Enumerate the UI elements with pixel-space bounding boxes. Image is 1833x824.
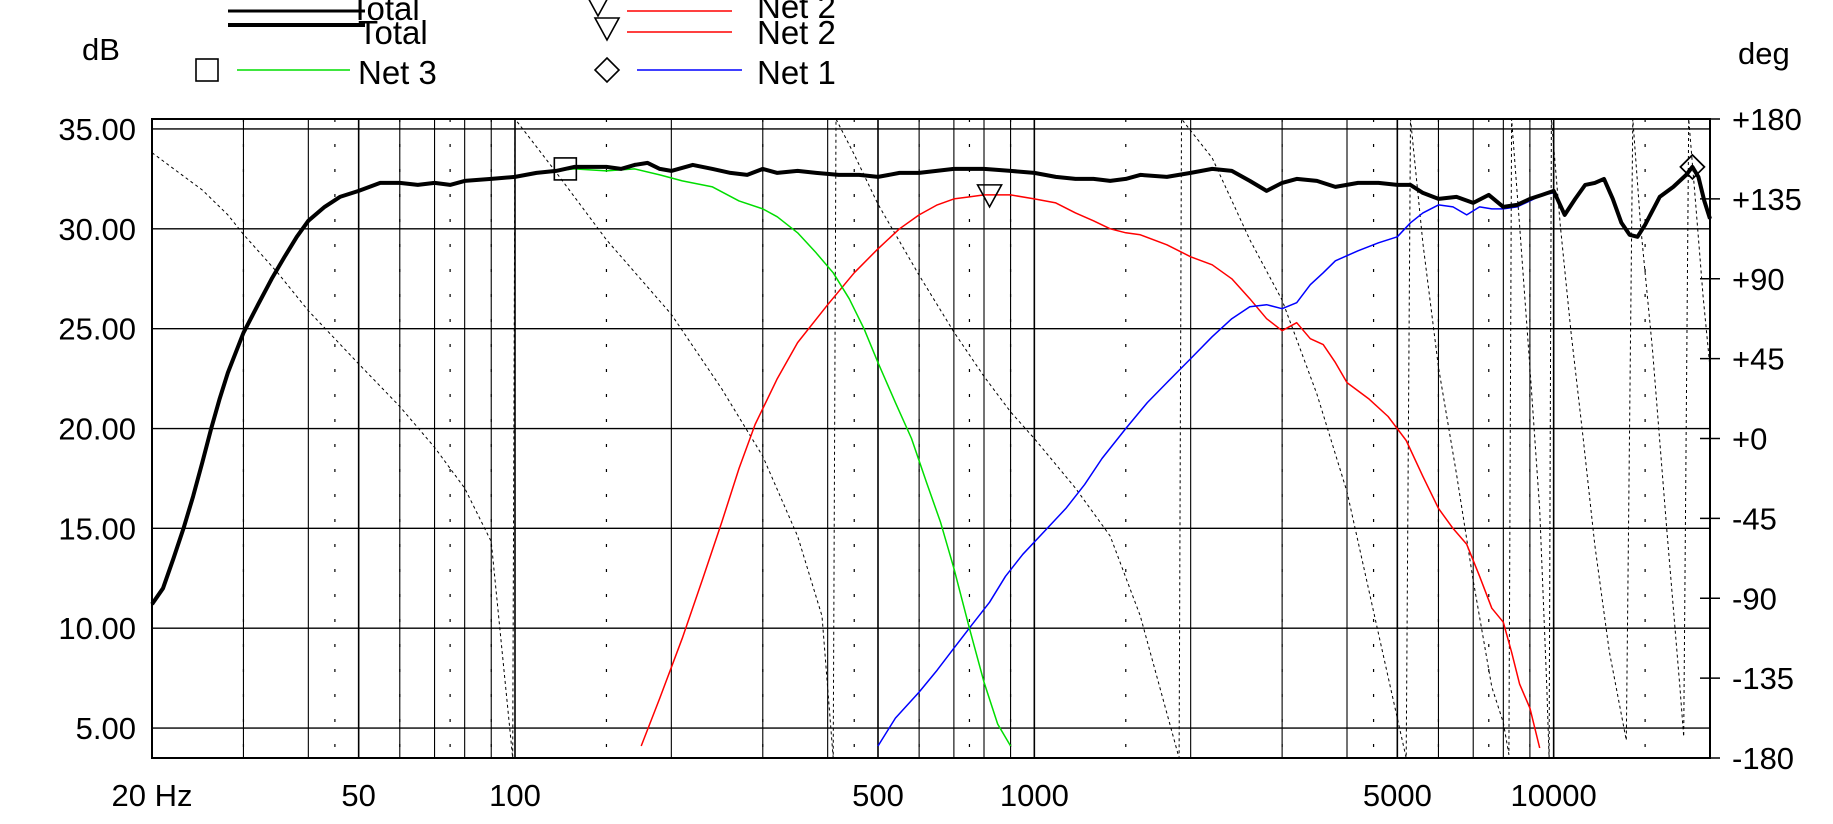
series-line-net-2 [640, 194, 1541, 749]
x-tick-label: 100 [489, 778, 541, 813]
grid [151, 118, 1720, 759]
y-right-tick-label: +45 [1732, 342, 1785, 377]
legend-marker [195, 58, 219, 82]
legend-label: Net 3 [358, 54, 437, 91]
series-line-total [150, 160, 1712, 606]
y-right-tick-label: -135 [1732, 661, 1794, 696]
legend-marker [593, 17, 621, 42]
legend-label: Net 2 [757, 0, 836, 25]
x-tick-label: 20 Hz [112, 778, 193, 813]
y-right-tick-label: -45 [1732, 501, 1777, 536]
y-right-tick-label: +90 [1732, 262, 1785, 297]
legend-label: Total [350, 0, 420, 27]
y-right-tick-label: +0 [1732, 422, 1767, 457]
legend-label: Net 2 [757, 14, 836, 51]
y-right-tick-label: -90 [1732, 581, 1777, 616]
legend-marker [588, 0, 608, 18]
x-tick-label: 5000 [1363, 778, 1432, 813]
y-left-tick-label: 35.00 [58, 112, 136, 147]
y-right-tick-label: -180 [1732, 741, 1794, 776]
y-left-tick-label: 25.00 [58, 312, 136, 347]
x-tick-label: 50 [341, 778, 375, 813]
y-right-tick-label: +180 [1732, 102, 1802, 137]
left-axis-unit-label: dB [82, 32, 120, 67]
x-tick-label: 1000 [1000, 778, 1069, 813]
tick-labels: 20 Hz 50 100 500 1000 5000 10000 35.00 30.00 25.0… [58, 102, 1801, 813]
x-tick-label: 500 [852, 778, 904, 813]
y-left-tick-label: 5.00 [76, 711, 136, 746]
y-left-tick-label: 30.00 [58, 212, 136, 247]
marker-net-3 [553, 157, 578, 181]
y-left-tick-label: 20.00 [58, 412, 136, 447]
series-layer [150, 118, 1712, 759]
series-line-net-3 [536, 168, 1012, 747]
marker-net-2 [976, 184, 1003, 209]
right-axis-unit-label: deg [1738, 36, 1790, 71]
series-line-phase [151, 118, 1711, 759]
legend-label: Total [358, 14, 428, 51]
legend-marker [593, 56, 621, 84]
plot-frame [151, 118, 1711, 759]
y-left-tick-label: 15.00 [58, 511, 136, 546]
y-left-tick-label: 10.00 [58, 611, 136, 646]
marker-net-1 [1679, 153, 1706, 181]
legend-label: Net 1 [757, 54, 836, 91]
x-tick-label: 10000 [1511, 778, 1597, 813]
y-right-tick-label: +135 [1732, 182, 1802, 217]
